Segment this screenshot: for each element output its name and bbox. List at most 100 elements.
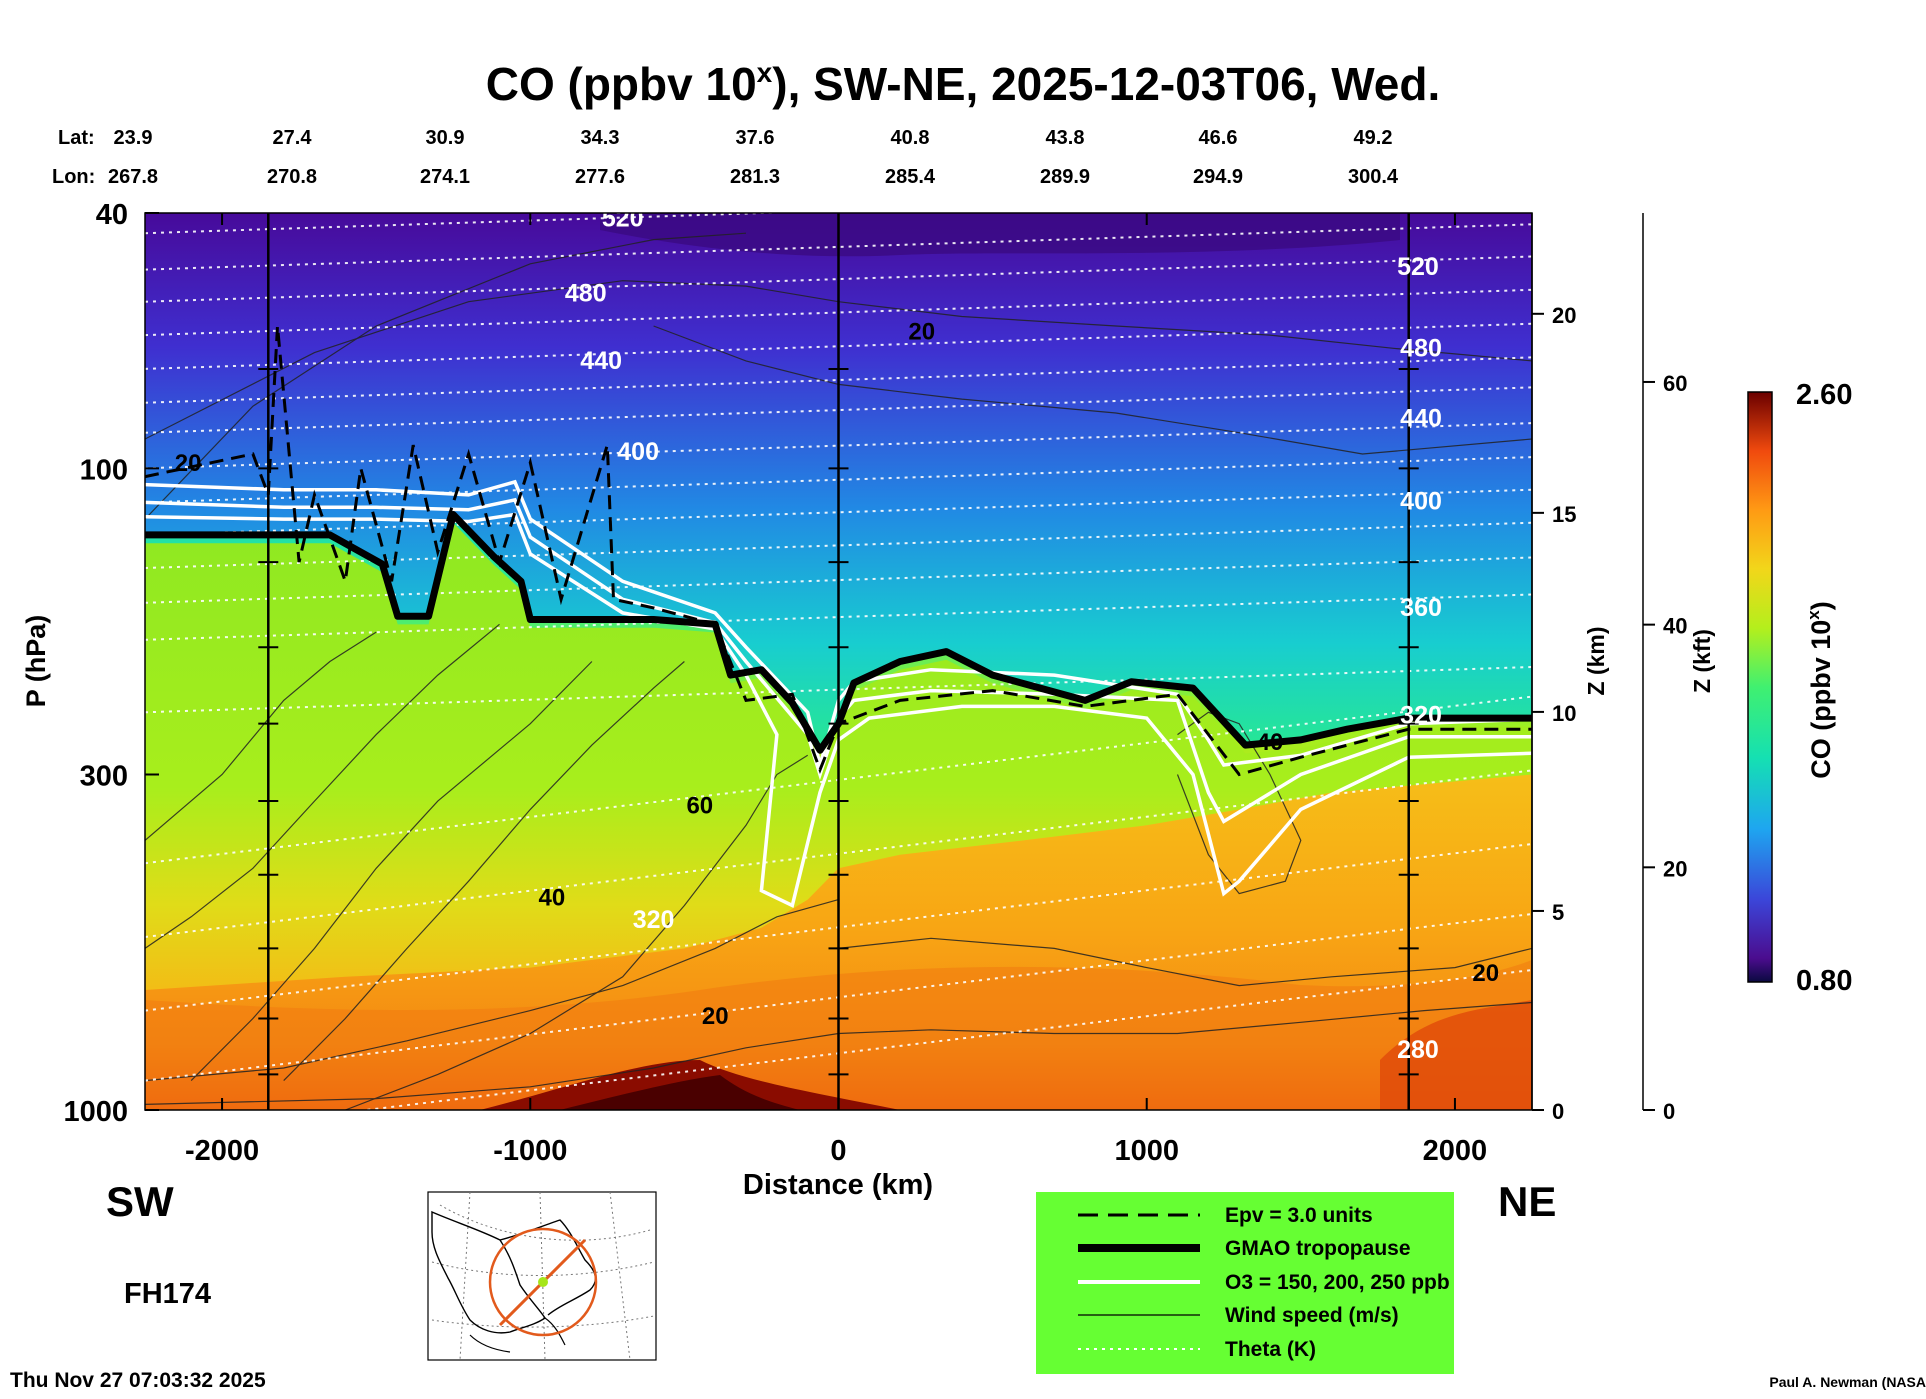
colorbar — [1747, 391, 1773, 983]
wind-speed-contour — [145, 623, 500, 949]
z-kft-axis: 0 20 40 60 — [1642, 213, 1687, 1124]
chart-title: CO (ppbv 10x), SW-NE, 2025-12-03T06, Wed… — [486, 57, 1441, 110]
lat-value: 30.9 — [426, 127, 465, 149]
z-km-axis: 0 5 10 15 20 — [1531, 213, 1576, 1124]
theta-label: 440 — [1400, 404, 1442, 432]
lon-value: 270.8 — [267, 166, 317, 188]
y-axis-tick-label: 300 — [80, 760, 128, 792]
theta-contour-line — [145, 288, 1532, 337]
sw-label: SW — [106, 1178, 174, 1225]
theta-contour-line — [145, 213, 793, 235]
legend-label: Wind speed (m/s) — [1225, 1304, 1399, 1327]
credit-label: Paul A. Newman (NASA — [1769, 1374, 1926, 1390]
wind-speed-contour — [145, 1001, 1532, 1105]
x-axis-tick-label: 0 — [830, 1135, 846, 1167]
o3-contour-3 — [145, 512, 1532, 909]
lon-value: 277.6 — [575, 166, 625, 188]
lat-value: 46.6 — [1199, 127, 1238, 149]
lon-value: 274.1 — [420, 166, 470, 188]
z-km-tick-label: 20 — [1552, 303, 1576, 328]
theta-label: 480 — [1400, 335, 1442, 363]
theta-contour-line — [145, 223, 1532, 271]
lat-value: 37.6 — [736, 127, 775, 149]
z-km-axis-label: Z (km) — [1583, 627, 1609, 696]
z-km-tick-label: 10 — [1552, 701, 1576, 726]
x-axis-tick-label: -2000 — [185, 1135, 259, 1167]
legend-label: O3 = 150, 200, 250 ppb — [1225, 1271, 1450, 1294]
colorbar-title: CO (ppbv 10x) — [1804, 601, 1836, 779]
lon-value: 285.4 — [885, 166, 936, 188]
lon-value: 281.3 — [730, 166, 780, 188]
inset-map — [427, 1191, 657, 1361]
legend-label: Epv = 3.0 units — [1225, 1204, 1373, 1227]
o3-contour-2 — [145, 497, 1532, 824]
z-kft-axis-label: Z (kft) — [1689, 629, 1715, 693]
wind-speed-contour — [190, 661, 593, 1082]
theta-label: 520 — [602, 205, 644, 233]
x-axis-tick-label: 1000 — [1114, 1135, 1179, 1167]
theta-contour-line — [145, 322, 1532, 370]
theta-label: 320 — [633, 906, 675, 934]
wind-label: 60 — [686, 792, 713, 819]
wind-speed-contour — [838, 937, 1532, 987]
lat-row-label: Lat: — [58, 127, 95, 149]
theta-label: 320 — [1400, 702, 1442, 730]
theta-label: 400 — [1400, 488, 1442, 516]
wind-label: 20 — [702, 1003, 729, 1030]
theta-label: 520 — [1397, 253, 1439, 281]
z-kft-tick-label: 60 — [1663, 371, 1687, 396]
epv-line — [145, 325, 1532, 777]
z-kft-tick-label: 40 — [1663, 614, 1687, 639]
theta-contour-line — [145, 386, 1532, 434]
lat-value: 34.3 — [581, 127, 620, 149]
wind-speed-contour — [145, 631, 377, 841]
wind-label: 40 — [539, 884, 566, 911]
timestamp-label: Thu Nov 27 07:03:32 2025 — [10, 1369, 266, 1392]
lon-value: 300.4 — [1348, 166, 1399, 188]
y-axis-label: P (hPa) — [21, 615, 51, 708]
legend-label: Theta (K) — [1225, 1338, 1316, 1361]
colorbar-max-label: 2.60 — [1796, 379, 1852, 411]
wind-speed-contour — [145, 899, 839, 1082]
lat-value: 23.9 — [114, 127, 153, 149]
theta-contour-line — [145, 593, 1532, 641]
theta-contour-line — [145, 456, 1532, 504]
z-km-tick-label: 5 — [1552, 900, 1564, 925]
z-kft-tick-label: 0 — [1663, 1099, 1675, 1124]
theta-contour-line — [145, 556, 1532, 604]
theta-contour-line — [145, 488, 1532, 536]
x-axis: -2000 -1000 0 1000 2000 — [185, 213, 1487, 1167]
lat-value: 27.4 — [273, 127, 313, 149]
gmao-tropopause-line — [145, 511, 1532, 754]
co-field: 520 480 440 400 320 520 480 440 400 360 320 280 20 2… — [145, 205, 1532, 1110]
z-km-tick-label: 0 — [1552, 1099, 1564, 1124]
theta-label: 400 — [617, 438, 659, 466]
y-axis: 40 100 300 1000 — [63, 199, 159, 1128]
wind-label: 20 — [908, 319, 935, 346]
legend-label: GMAO tropopause — [1225, 1237, 1411, 1260]
wind-label: 20 — [1472, 960, 1499, 987]
y-axis-tick-label: 1000 — [63, 1096, 128, 1128]
lat-value: 49.2 — [1354, 127, 1393, 149]
wind-label: 40 — [1257, 729, 1284, 756]
lon-row-label: Lon: — [52, 166, 95, 188]
lon-value: 267.8 — [108, 166, 158, 188]
lat-lon-labels: 23.9 27.4 30.9 34.3 37.6 40.8 43.8 46.6 49.2 267.… — [108, 127, 1399, 188]
theta-contour-line — [145, 255, 1532, 303]
x-axis-tick-label: -1000 — [493, 1135, 567, 1167]
forecast-hour-label: FH174 — [124, 1278, 211, 1310]
ne-label: NE — [1498, 1178, 1556, 1225]
theta-label: 360 — [1400, 594, 1442, 622]
z-km-tick-label: 15 — [1552, 502, 1576, 527]
theta-label: 280 — [1397, 1036, 1439, 1064]
wind-speed-contour — [653, 325, 1532, 455]
theta-label: 480 — [565, 280, 607, 308]
theta-contour-line — [145, 666, 1532, 714]
lon-value: 294.9 — [1193, 166, 1243, 188]
lon-value: 289.9 — [1040, 166, 1090, 188]
lat-value: 40.8 — [891, 127, 930, 149]
wind-speed-contour — [145, 232, 747, 520]
wind-speed-contour — [283, 661, 685, 1082]
x-axis-label: Distance (km) — [743, 1169, 933, 1201]
